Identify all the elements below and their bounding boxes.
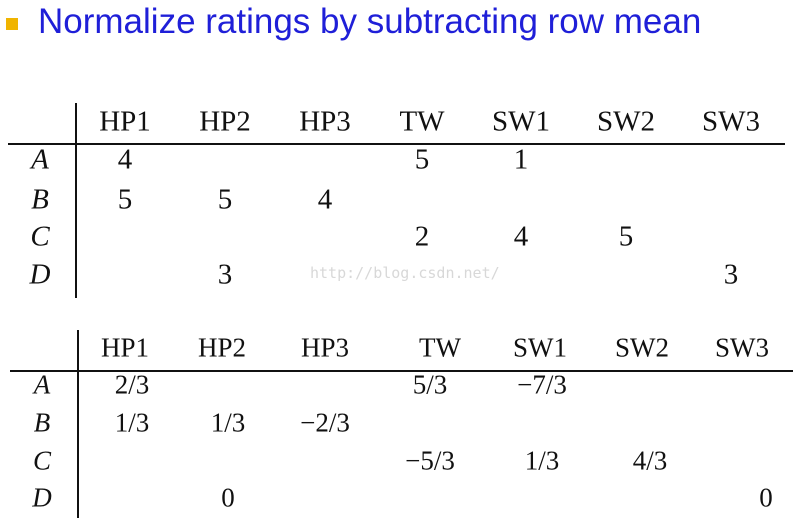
column-header: TW [399, 105, 445, 138]
table-cell: −2/3 [300, 407, 350, 438]
table-cell: −7/3 [517, 369, 567, 400]
column-header: HP3 [300, 332, 350, 363]
table-cell: 5 [217, 183, 233, 216]
table-cell: 0 [759, 482, 773, 513]
column-header: SW3 [715, 332, 769, 363]
row-label: D [32, 482, 52, 513]
column-header: SW2 [615, 332, 669, 363]
table-cell: 1/3 [524, 445, 560, 476]
row-label: D [29, 258, 51, 291]
column-header: HP1 [99, 105, 151, 138]
table-cell: 4 [317, 183, 333, 216]
table-cell: 5 [618, 220, 634, 253]
column-header: SW2 [597, 105, 655, 138]
table-cell: 3 [217, 258, 233, 291]
table-cell: 1 [513, 143, 529, 176]
table-cell: −5/3 [405, 445, 455, 476]
table-cell: 5/3 [412, 369, 448, 400]
table-divider [8, 143, 785, 145]
table-cell: 2/3 [114, 369, 150, 400]
row-label: C [32, 445, 52, 476]
column-header: SW1 [513, 332, 567, 363]
column-header: HP3 [299, 105, 351, 138]
column-header: HP1 [100, 332, 150, 363]
table-divider [77, 330, 79, 518]
table-cell: 4/3 [632, 445, 668, 476]
table-cell: 3 [723, 258, 739, 291]
table-cell: 0 [221, 482, 235, 513]
table-cell: 1/3 [210, 407, 246, 438]
table-divider [75, 103, 77, 298]
column-header: TW [419, 332, 461, 363]
bullet [6, 18, 18, 30]
table-cell: 1/3 [114, 407, 150, 438]
table-cell: 4 [513, 220, 529, 253]
table-cell: 2 [414, 220, 430, 253]
table-divider [10, 370, 793, 372]
column-header: HP2 [197, 332, 247, 363]
row-label: B [31, 183, 49, 216]
row-label: A [31, 143, 49, 176]
table-cell: 4 [117, 143, 133, 176]
watermark: http://blog.csdn.net/ [310, 264, 500, 282]
column-header: SW3 [702, 105, 760, 138]
table-cell: 5 [414, 143, 430, 176]
column-header: SW1 [492, 105, 550, 138]
table-cell: 5 [117, 183, 133, 216]
row-label: B [33, 407, 51, 438]
row-label: A [33, 369, 51, 400]
row-label: C [30, 220, 50, 253]
slide-title: Normalize ratings by subtracting row mea… [38, 2, 702, 41]
column-header: HP2 [199, 105, 251, 138]
